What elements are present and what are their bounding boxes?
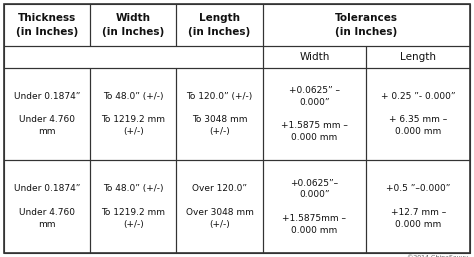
- Text: +0.5 ”–0.000”

+12.7 mm –
0.000 mm: +0.5 ”–0.000” +12.7 mm – 0.000 mm: [386, 185, 450, 229]
- Bar: [176, 160, 263, 253]
- Bar: [263, 4, 470, 46]
- Text: Tolerances
(in Inches): Tolerances (in Inches): [335, 13, 398, 36]
- Text: Length
(in Inches): Length (in Inches): [188, 13, 251, 36]
- Text: To 48.0” (+/-)

To 1219.2 mm
(+/-): To 48.0” (+/-) To 1219.2 mm (+/-): [101, 92, 165, 136]
- Bar: [366, 160, 470, 253]
- Bar: [4, 160, 90, 253]
- Bar: [366, 46, 470, 68]
- Bar: [90, 68, 176, 160]
- Text: Width
(in Inches): Width (in Inches): [102, 13, 164, 36]
- Text: +0.0625”–
0.000”

+1.5875mm –
0.000 mm: +0.0625”– 0.000” +1.5875mm – 0.000 mm: [283, 179, 346, 235]
- Text: Thickness
(in Inches): Thickness (in Inches): [16, 13, 78, 36]
- Bar: [4, 4, 90, 46]
- Text: Width: Width: [299, 52, 329, 62]
- Bar: [263, 46, 366, 68]
- Text: Under 0.1874”

Under 4.760
mm: Under 0.1874” Under 4.760 mm: [14, 92, 80, 136]
- Text: ©2014 ChinaSavvy: ©2014 ChinaSavvy: [407, 254, 468, 257]
- Text: +0.0625” –
0.000”

+1.5875 mm –
0.000 mm: +0.0625” – 0.000” +1.5875 mm – 0.000 mm: [281, 86, 348, 142]
- Bar: [90, 4, 176, 46]
- Bar: [263, 68, 366, 160]
- Text: Under 0.1874”

Under 4.760
mm: Under 0.1874” Under 4.760 mm: [14, 185, 80, 229]
- Bar: [90, 160, 176, 253]
- Bar: [176, 4, 263, 46]
- Bar: [366, 68, 470, 160]
- Bar: [4, 46, 263, 68]
- Text: Over 120.0”

Over 3048 mm
(+/-): Over 120.0” Over 3048 mm (+/-): [186, 185, 254, 229]
- Text: To 48.0” (+/-)

To 1219.2 mm
(+/-): To 48.0” (+/-) To 1219.2 mm (+/-): [101, 185, 165, 229]
- Text: + 0.25 ”- 0.000”

+ 6.35 mm –
0.000 mm: + 0.25 ”- 0.000” + 6.35 mm – 0.000 mm: [381, 92, 456, 136]
- Bar: [4, 68, 90, 160]
- Bar: [263, 160, 366, 253]
- Text: To 120.0” (+/-)

To 3048 mm
(+/-): To 120.0” (+/-) To 3048 mm (+/-): [186, 92, 253, 136]
- Bar: [176, 68, 263, 160]
- Text: Length: Length: [400, 52, 436, 62]
